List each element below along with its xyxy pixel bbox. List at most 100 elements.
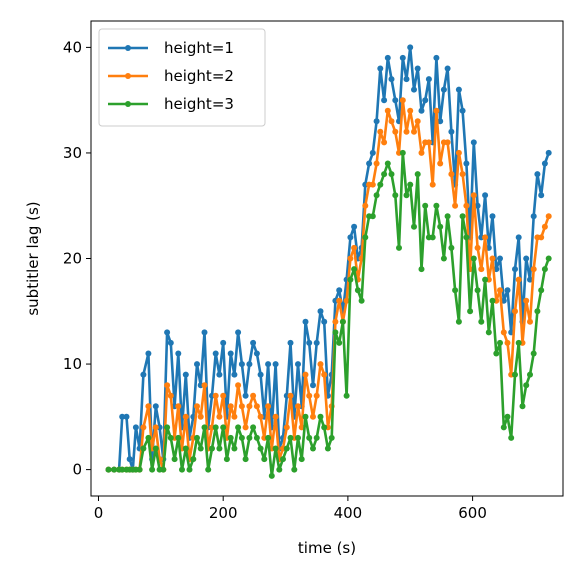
data-point — [235, 424, 242, 431]
data-point — [119, 466, 126, 473]
data-point — [321, 424, 328, 431]
data-point — [351, 244, 358, 251]
data-point — [545, 255, 552, 262]
data-point — [403, 76, 410, 83]
x-tick-label: 200 — [209, 504, 238, 522]
legend-frame — [98, 28, 266, 127]
data-point — [381, 171, 388, 178]
data-point — [538, 287, 545, 294]
data-point — [347, 255, 354, 262]
data-point — [541, 266, 548, 273]
data-point — [313, 392, 320, 399]
data-point — [291, 466, 298, 473]
data-point — [231, 413, 238, 420]
data-point — [467, 308, 474, 315]
data-point — [167, 434, 174, 441]
data-point — [429, 234, 436, 241]
data-point — [470, 255, 477, 262]
data-point — [227, 403, 234, 410]
data-point — [351, 266, 358, 273]
data-point — [324, 445, 331, 452]
data-point — [384, 160, 391, 167]
data-point — [403, 128, 410, 135]
data-point — [321, 371, 328, 378]
data-point — [437, 160, 444, 167]
data-point — [414, 171, 421, 178]
data-point — [444, 65, 451, 72]
data-point — [339, 318, 346, 325]
data-point — [302, 318, 309, 325]
data-point — [182, 413, 189, 420]
series-2 — [105, 97, 552, 473]
data-point — [369, 213, 376, 220]
data-point — [295, 403, 301, 410]
data-point — [310, 382, 316, 389]
data-point — [538, 234, 545, 241]
data-point — [512, 371, 518, 378]
data-point — [175, 434, 182, 441]
data-point — [132, 424, 139, 431]
data-point — [515, 276, 522, 283]
data-point — [455, 318, 462, 325]
data-point — [140, 445, 147, 452]
data-point — [489, 213, 496, 220]
data-point — [182, 371, 189, 378]
data-point — [512, 266, 518, 273]
data-point — [272, 445, 279, 452]
legend-marker — [125, 101, 131, 107]
data-point — [407, 44, 414, 51]
data-point — [306, 392, 313, 399]
data-point — [295, 361, 301, 368]
series-line — [108, 151, 550, 478]
data-point — [164, 424, 171, 431]
data-point — [268, 472, 275, 479]
data-point — [280, 456, 286, 463]
data-point — [362, 202, 369, 209]
data-point — [541, 160, 548, 167]
data-point — [463, 202, 470, 209]
data-point — [336, 297, 343, 304]
data-point — [455, 149, 462, 156]
data-point — [209, 445, 215, 452]
data-point — [482, 192, 489, 199]
data-point — [388, 76, 395, 83]
data-point — [403, 192, 410, 199]
data-point — [497, 339, 503, 346]
data-point — [343, 297, 350, 304]
data-point — [265, 434, 272, 441]
data-point — [126, 456, 133, 463]
data-point — [459, 213, 466, 220]
data-point — [392, 97, 399, 104]
data-point — [328, 434, 335, 441]
data-point — [373, 192, 380, 199]
x-tick-label: 0 — [94, 504, 104, 522]
y-tick-label: 30 — [63, 144, 82, 162]
data-point — [519, 403, 526, 410]
y-tick-label: 10 — [63, 355, 82, 373]
data-point — [347, 276, 354, 283]
data-point — [343, 392, 350, 399]
data-point — [332, 329, 339, 336]
data-point — [123, 413, 130, 420]
series-3 — [105, 149, 552, 479]
data-point — [321, 318, 328, 325]
data-point — [152, 445, 159, 452]
data-point — [212, 392, 219, 399]
data-point — [197, 445, 204, 452]
data-point — [136, 466, 143, 473]
data-point — [482, 276, 489, 283]
data-point — [223, 456, 230, 463]
data-point — [302, 371, 309, 378]
data-point — [227, 434, 234, 441]
data-point — [452, 287, 459, 294]
data-point — [212, 424, 219, 431]
data-point — [411, 128, 417, 135]
data-point — [152, 403, 159, 410]
data-point — [205, 466, 212, 473]
data-point — [216, 371, 223, 378]
data-point — [504, 413, 511, 420]
data-point — [470, 139, 477, 146]
data-point — [261, 456, 268, 463]
data-point — [310, 445, 316, 452]
